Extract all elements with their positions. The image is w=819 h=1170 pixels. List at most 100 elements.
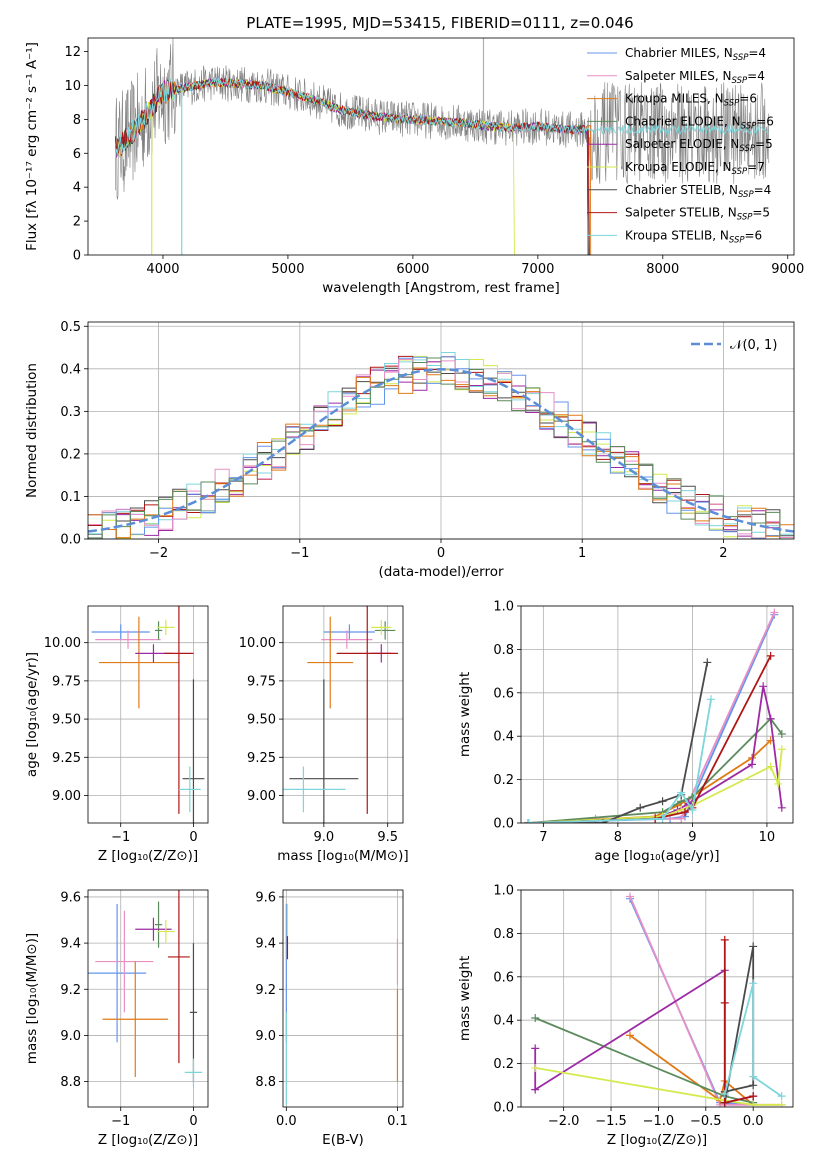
y-tick-label: 0.4 [493,1014,514,1029]
model-salpeter-elodie [115,77,589,255]
x-tick-label: 5000 [271,262,304,277]
series-marker [777,803,786,812]
axes-weight_vs_z: −2.0 −1.5 −1.0 −0.5 0.0 0.0 0.2 0.4 0.6 0.8 1.0 Z [… [457,884,793,1148]
x-axis-label: (data-model)/error [378,564,504,580]
y-tick-label: 9.6 [255,890,276,905]
model-kroupa-stelib [115,76,769,158]
y-tick-label: 0.2 [493,773,514,788]
y-tick-label: 0.4 [493,730,514,745]
series-marker [625,1031,634,1040]
model-chabrier-miles [115,77,589,255]
axes-age_vs_z: −1 0 9.00 9.25 9.50 9.75 10.00 Z [log₁₀(Z/Z⊙)] a… [24,606,208,864]
series-marker [749,942,758,951]
legend-value: =6 [756,114,774,128]
x-tick-label: −1.5 [595,1114,627,1129]
weight-lines-weight_vs_z [531,892,786,1107]
x-tick-label: −2 [149,546,168,561]
series-marker [625,892,634,901]
y-tick-label: 10.00 [44,636,81,651]
plot-layer: 4000 5000 6000 7000 8000 9000024681012wavelen… [24,37,804,1148]
series-marker [658,814,667,823]
series-marker [658,797,667,806]
legend-label-text: Chabrier MILES, N [625,46,733,60]
series-marker [749,1081,758,1090]
x-axis-label: mass [log₁₀(M/M⊙)] [277,848,408,864]
spectrum-lines [115,38,770,255]
series-marker [707,695,716,704]
y-axis-label: mass weight [457,672,473,757]
y-tick-label: 9.2 [60,983,81,998]
y-tick-label: 9.00 [52,789,81,804]
y-tick-label: 0.8 [493,927,514,942]
y-tick-label: 9.0 [60,1029,81,1044]
x-axis-label: wavelength [Angstrom, rest frame] [322,280,560,296]
x-tick-label: 0 [189,830,197,845]
normal-curve [88,368,794,533]
series-marker [749,1100,758,1107]
series-salpeter-elodie [534,968,754,1104]
series-marker [770,608,779,617]
series-salpeter-stelib [723,939,754,1104]
y-tick-label: 8 [73,113,81,128]
x-tick-label: −1 [290,546,309,561]
y-tick-label: 9.25 [52,751,81,766]
legend-label: Kroupa MILES, NSSP=6 [625,92,757,109]
y-tick-label: 8.8 [255,1075,276,1090]
x-tick-label: 0 [189,1114,197,1129]
y-tick-label: 0.6 [493,970,514,985]
y-tick-label: 1.0 [493,884,514,899]
y-tick-label: 0.2 [60,447,81,462]
axes-mass_vs_ebv: 0.0 0.1 8.8 9.0 9.2 9.4 9.6 E(B-V) [255,890,408,1148]
y-tick-label: 10.00 [239,636,276,651]
x-tick-label: 4000 [146,262,179,277]
series-chabrier-elodie [528,717,783,823]
legend-subscript: SSP [732,167,748,177]
y-tick-label: 9.4 [255,937,276,952]
legend-value: =5 [752,206,770,220]
x-axis-label: E(B-V) [322,1132,364,1148]
series-salpeter-stelib [528,655,772,823]
x-tick-label: −1.0 [643,1114,675,1129]
model-salpeter-stelib [115,77,590,255]
legend-label-text: Chabrier ELODIE, N [625,114,741,128]
series-marker [524,819,533,823]
series-marker [766,714,775,723]
axes-frame [87,605,209,824]
series-kroupa-stelib [528,699,712,823]
series-marker [680,808,689,817]
legend-value: =6 [739,92,757,106]
y-axis-label: mass weight [457,956,473,1041]
x-tick-label: 7000 [521,262,554,277]
x-tick-label: 8000 [646,262,679,277]
y-tick-label: 9.4 [60,937,81,952]
series-marker [748,760,757,769]
series-marker [636,803,645,812]
axes-frame [520,889,794,1108]
legend-label: Kroupa ELODIE, NSSP=7 [625,160,765,177]
series-marker [531,1044,540,1053]
axes-frame [87,37,795,256]
axes-spectrum: 4000 5000 6000 7000 8000 9000 0 2 4 6 8 10 12 wavelen… [24,42,804,296]
histogram-chabrier-miles [88,356,794,539]
y-tick-label: 9.00 [247,789,276,804]
x-tick-label: 0 [437,546,445,561]
legend-label-text: Kroupa ELODIE, N [625,160,732,174]
series-kroupa-stelib [723,983,783,1097]
x-tick-label: 9.0 [314,830,335,845]
x-tick-label: 0.0 [743,1114,764,1129]
series-chabrier-stelib [528,662,709,823]
y-axis-label: mass [log₁₀(M/M⊙)] [24,933,40,1064]
x-tick-label: 10 [759,830,776,845]
y-tick-label: 0 [73,249,81,264]
histogram-chabrier-elodie [88,357,794,539]
axes-weight_vs_age: 7 8 9 10 0.0 0.2 0.4 0.6 0.8 1.0 age [log₁₀(age/yr… [457,600,793,864]
y-axis-label: Flux [fλ 10⁻¹⁷ erg cm⁻² s⁻¹ A⁻¹] [24,42,40,251]
legend-label: Chabrier ELODIE, NSSP=6 [625,114,774,131]
y-tick-label: 9.75 [247,674,276,689]
axes-frame [282,605,404,824]
legend-label: Chabrier STELIB, NSSP=4 [625,183,771,200]
series-marker [703,658,712,667]
series-marker [531,1085,540,1094]
x-tick-label: 1 [578,546,586,561]
x-tick-label: 6000 [396,262,429,277]
